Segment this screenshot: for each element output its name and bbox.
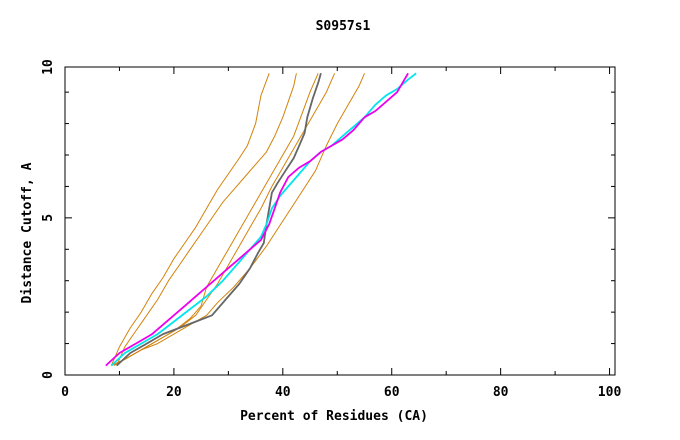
y-tick-label: 10 (41, 59, 56, 75)
series-line-model-magenta (105, 72, 409, 367)
x-tick-label: 60 (384, 385, 400, 400)
series-line-model-gray (116, 73, 322, 367)
x-tick-label: 0 (61, 385, 69, 400)
series-line-model-orange-2 (116, 73, 297, 366)
tick-labels: 0 20 40 60 80 100 0 5 10 (41, 59, 621, 400)
plot-frame (64, 66, 616, 376)
x-tick-label: 20 (166, 385, 182, 400)
x-tick-label: 40 (275, 385, 291, 400)
x-tick-label: 80 (493, 385, 509, 400)
series-group (105, 72, 417, 367)
chart-title: S0957s1 (316, 19, 371, 34)
x-tick-label: 100 (598, 385, 622, 400)
series-line-model-orange-1 (110, 73, 270, 366)
series-line-model-orange-4 (111, 73, 319, 367)
y-axis-label: Distance Cutoff, A (20, 162, 35, 303)
plot-area (64, 66, 616, 376)
series-line-model-orange-3 (113, 73, 336, 367)
axis-ticks (64, 67, 615, 376)
y-tick-label: 5 (41, 214, 56, 222)
x-axis-label: Percent of Residues (CA) (240, 409, 428, 424)
series-line-model-orange-5 (111, 73, 365, 367)
series-line-model-cyan (110, 72, 417, 367)
y-tick-label: 0 (41, 371, 56, 379)
